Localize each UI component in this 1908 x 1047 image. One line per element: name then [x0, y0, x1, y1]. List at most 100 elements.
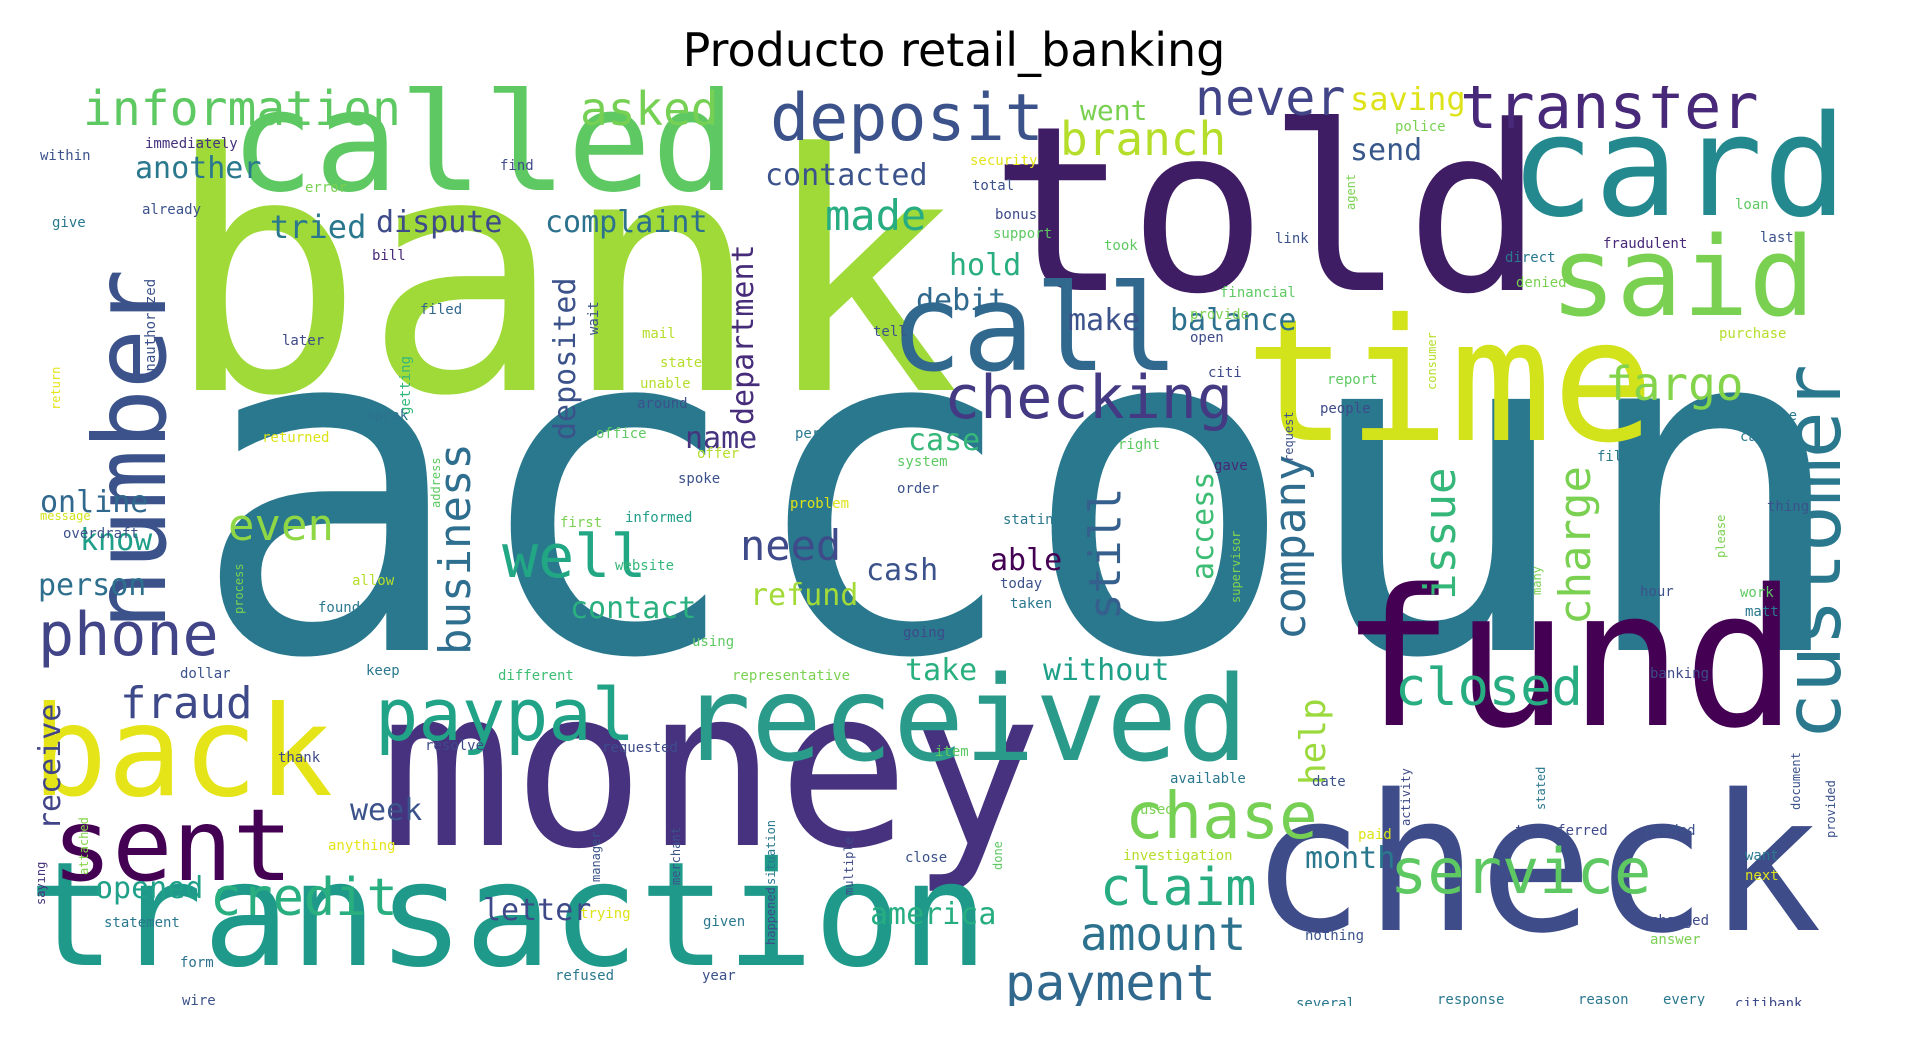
word-thank: thank	[278, 750, 321, 766]
word-fraudulent: fraudulent	[1603, 236, 1687, 252]
word-year: year	[702, 968, 736, 984]
word-using: using	[692, 634, 734, 650]
word-contacted: contacted	[765, 158, 928, 193]
word-document: document	[1789, 752, 1803, 810]
word-receive: receive	[37, 704, 68, 830]
word-dollar: dollar	[180, 666, 231, 682]
word-direct: direct	[1505, 250, 1556, 266]
word-took: took	[1104, 238, 1138, 254]
word-business: business	[430, 443, 481, 655]
word-unable: unable	[640, 376, 691, 392]
word-bank: bank	[165, 86, 960, 468]
word-wait: wait	[586, 301, 602, 335]
word-service: service	[1390, 835, 1651, 908]
word-multiple: multiple	[842, 837, 856, 895]
word-banking: banking	[1650, 666, 1709, 682]
word-case: case	[908, 423, 980, 458]
word-email: email	[37, 179, 56, 510]
word-access: access	[1186, 472, 1221, 580]
word-process: process	[232, 563, 246, 614]
word-returned: returned	[262, 430, 329, 446]
word-claim: claim	[1100, 858, 1257, 918]
chart-title: Producto retail_banking	[682, 23, 1226, 77]
word-purchase: purchase	[1719, 326, 1786, 342]
word-file: file	[1597, 449, 1631, 465]
word-branch: branch	[1060, 112, 1226, 166]
word-overdraft: overdraft	[63, 526, 139, 542]
word-able: able	[990, 543, 1062, 578]
word-checking: checking	[944, 363, 1233, 433]
word-statement: statement	[104, 915, 180, 931]
word-gave: gave	[1214, 458, 1248, 474]
word-deposit: deposit	[770, 86, 1044, 156]
word-amount: amount	[1080, 907, 1246, 961]
word-tell: tell	[873, 324, 907, 340]
word-close: close	[905, 850, 947, 866]
word-system: system	[897, 454, 948, 470]
word-already: already	[142, 202, 201, 218]
word-want: want	[1745, 848, 1779, 864]
word-open: open	[1190, 330, 1224, 346]
word-send: send	[1350, 133, 1422, 168]
word-dispute: dispute	[376, 205, 502, 240]
word-denied: denied	[1516, 275, 1567, 291]
word-still: still	[1080, 488, 1131, 620]
word-said: said	[1550, 213, 1815, 341]
word-many: many	[1530, 566, 1544, 595]
word-stated: stated	[1534, 767, 1548, 810]
word-unauthorized: unauthorized	[143, 279, 159, 380]
word-transfer: transfer	[1460, 86, 1759, 143]
word-getting: getting	[398, 356, 414, 415]
word-answer: answer	[1650, 932, 1701, 948]
word-security: security	[970, 153, 1037, 169]
word-cash: cash	[866, 553, 938, 588]
word-item: item	[935, 744, 969, 760]
word-attached: attached	[77, 817, 91, 875]
word-chase: chase	[1125, 780, 1318, 854]
word-first: first	[560, 515, 602, 531]
word-allow: allow	[352, 573, 395, 589]
word-number: number	[72, 269, 189, 630]
word-people: people	[1320, 401, 1371, 417]
word-find: find	[500, 158, 534, 174]
word-response: response	[1437, 992, 1504, 1006]
word-letter: letter	[483, 893, 591, 928]
word-capital: capital	[1740, 429, 1799, 445]
word-america: america	[870, 897, 996, 932]
word-went: went	[1080, 94, 1147, 127]
word-website: website	[615, 558, 674, 574]
word-going: going	[903, 625, 945, 641]
word-name: name	[685, 421, 757, 456]
word-never: never	[1195, 86, 1346, 127]
word-used: used	[1140, 802, 1174, 818]
word-issue: issue	[1415, 468, 1466, 600]
word-informed: informed	[625, 510, 692, 526]
word-need: need	[740, 521, 841, 570]
word-merchant: merchant	[669, 827, 683, 885]
word-around: around	[637, 396, 688, 412]
word-within: within	[40, 148, 91, 164]
word-situation: situation	[764, 820, 778, 885]
word-refused: refused	[555, 968, 614, 984]
word-check: check	[1250, 754, 1822, 975]
word-next: next	[1745, 868, 1779, 884]
word-mail: mail	[642, 326, 676, 342]
word-call: call	[890, 260, 1179, 399]
word-available: available	[1170, 771, 1246, 787]
word-support: support	[993, 226, 1052, 242]
word-card: card	[1510, 86, 1847, 249]
word-another: another	[135, 151, 261, 186]
word-resolve: resolve	[425, 738, 484, 754]
word-anything: anything	[328, 838, 395, 854]
word-person: person	[38, 568, 146, 603]
word-return: return	[49, 367, 63, 410]
word-keep: keep	[366, 663, 400, 679]
word-debit: debit	[916, 283, 1006, 318]
word-link: link	[1275, 231, 1309, 247]
word-bonus: bonus	[995, 207, 1037, 223]
word-hour: hour	[1640, 584, 1674, 600]
word-payment: payment	[1005, 954, 1216, 1006]
word-fargo: fargo	[1605, 357, 1743, 411]
word-stating: stating	[1003, 512, 1062, 528]
